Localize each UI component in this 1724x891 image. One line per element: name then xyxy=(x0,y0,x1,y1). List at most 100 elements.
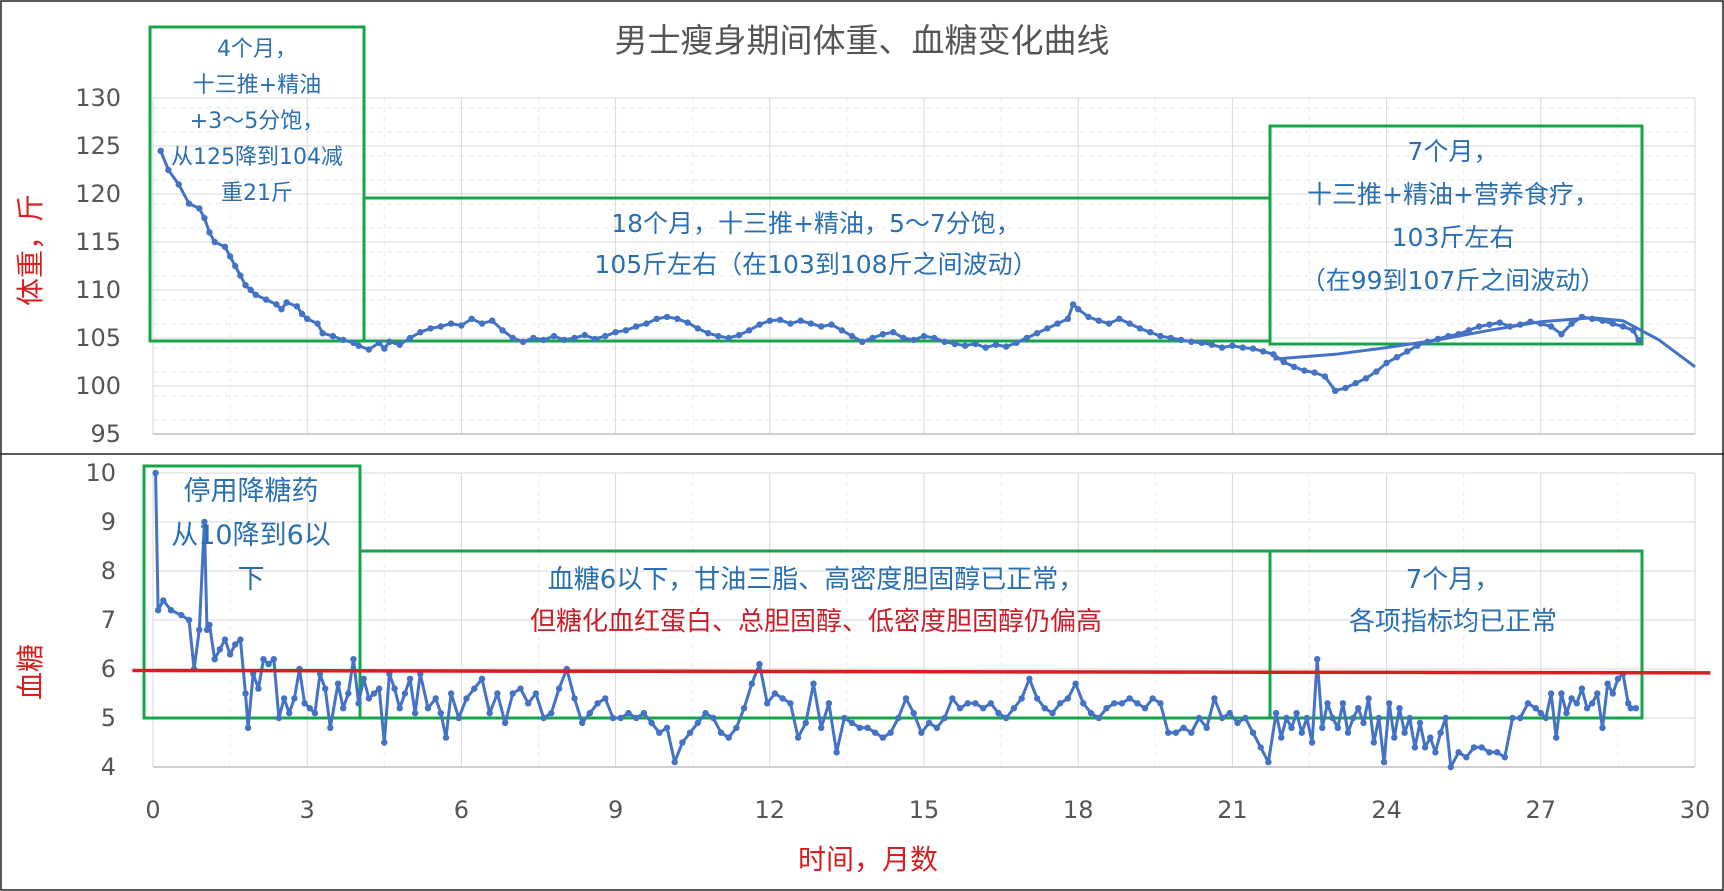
weight-point xyxy=(951,340,958,347)
weight-point xyxy=(293,303,301,310)
weight-point xyxy=(684,319,691,326)
weight-point xyxy=(1116,315,1123,322)
glucose-point xyxy=(1609,690,1617,697)
glucose-point xyxy=(221,636,229,643)
weight-point xyxy=(1136,325,1144,332)
glucose-point xyxy=(1568,695,1575,702)
glucose-point xyxy=(617,714,624,722)
weight-point xyxy=(304,315,311,322)
glucose-point xyxy=(602,695,609,702)
glucose-annotation-phase-1: 下 xyxy=(238,564,265,595)
chart-title: 男士瘦身期间体重、血糖变化曲线 xyxy=(615,21,1110,60)
glucose-point xyxy=(311,709,319,717)
glucose-point xyxy=(1614,675,1622,682)
glucose-point xyxy=(987,700,994,707)
weight-point xyxy=(1260,348,1267,355)
weight-point xyxy=(838,327,845,334)
glucose-point xyxy=(1180,724,1187,731)
glucose-point xyxy=(1172,729,1180,736)
x-tick-label: 6 xyxy=(454,796,469,824)
glucose-point xyxy=(340,705,347,712)
glucose-point xyxy=(1226,709,1234,717)
weight-point xyxy=(298,310,306,318)
glucose-point xyxy=(918,729,925,736)
weight-point xyxy=(519,338,527,345)
weight-point xyxy=(1558,331,1565,338)
glucose-point xyxy=(1064,695,1072,702)
glucose-point xyxy=(1589,700,1596,707)
glucose-point xyxy=(401,690,409,697)
weight-point xyxy=(458,322,465,329)
glucose-point xyxy=(679,739,686,746)
weight-point xyxy=(1393,354,1401,361)
glucose-point xyxy=(941,714,948,722)
glucose-point xyxy=(471,685,478,692)
glucose-point xyxy=(1272,709,1280,717)
glucose-point xyxy=(1149,695,1156,702)
weight-point xyxy=(185,200,193,207)
glucose-point xyxy=(432,695,439,702)
weight-point xyxy=(766,317,773,324)
weight-annotation-phase-3: 103斤左右 xyxy=(1392,223,1515,252)
glucose-point xyxy=(740,705,748,712)
glucose-point xyxy=(1599,724,1606,731)
weight-point xyxy=(499,327,506,334)
weight-point xyxy=(807,320,815,327)
glucose-point xyxy=(548,709,555,717)
weight-point xyxy=(1486,321,1493,328)
weight-point xyxy=(1198,339,1205,346)
glucose-point xyxy=(1283,714,1290,722)
glucose-point xyxy=(1627,705,1635,712)
glucose-point xyxy=(160,597,167,604)
weight-point xyxy=(818,323,825,330)
series-layer xyxy=(132,147,1711,771)
glucose-point xyxy=(1411,744,1419,751)
glucose-point xyxy=(396,705,403,712)
weight-point xyxy=(1208,341,1216,348)
glucose-point xyxy=(1558,690,1565,697)
glucose-point xyxy=(509,690,516,697)
x-tick-label: 15 xyxy=(909,796,940,824)
weight-point xyxy=(1188,338,1195,345)
weight-point xyxy=(1404,348,1411,355)
glucose-point xyxy=(244,724,252,731)
weight-point xyxy=(478,320,486,327)
weight-point xyxy=(1383,359,1390,367)
glucose-point xyxy=(779,695,786,702)
glucose-point xyxy=(391,685,398,692)
glucose-point xyxy=(1437,729,1444,736)
glucose-point xyxy=(1203,724,1210,731)
glucose-point xyxy=(525,700,532,707)
glucose-point xyxy=(1308,739,1316,746)
glucose-point xyxy=(381,739,388,746)
glucose-point xyxy=(196,626,203,633)
glucose-point xyxy=(255,685,262,692)
glucose-annotation-phase-1: 停用降糖药 xyxy=(184,476,319,507)
glucose-point xyxy=(1427,734,1434,741)
glucose-point xyxy=(447,690,455,697)
glucose-point xyxy=(1087,709,1095,717)
weight-point xyxy=(561,336,568,344)
glucose-point xyxy=(725,734,732,741)
weight-y-tick-label: 105 xyxy=(75,324,121,352)
glucose-point xyxy=(232,641,239,648)
weight-trend-line xyxy=(1273,316,1696,369)
weight-point xyxy=(1342,384,1349,392)
weight-phase-box-1 xyxy=(148,25,366,343)
weight-point xyxy=(1635,336,1642,344)
glucose-point xyxy=(1524,700,1532,707)
glucose-point xyxy=(1632,705,1640,712)
weight-point xyxy=(900,334,907,342)
glucose-point xyxy=(1293,709,1300,717)
glucose-point xyxy=(291,695,298,702)
glucose-y-axis-label: 血糖 xyxy=(14,644,47,700)
glucose-point xyxy=(334,680,342,687)
glucose-point xyxy=(1010,705,1018,712)
weight-annotation-phase-2: 105斤左右（在103到108斤之间波动） xyxy=(594,250,1037,279)
weight-point xyxy=(1147,329,1154,336)
glucose-point xyxy=(555,685,563,692)
weight-point xyxy=(1167,334,1174,342)
glucose-point xyxy=(1432,749,1439,756)
weight-point xyxy=(910,336,917,344)
